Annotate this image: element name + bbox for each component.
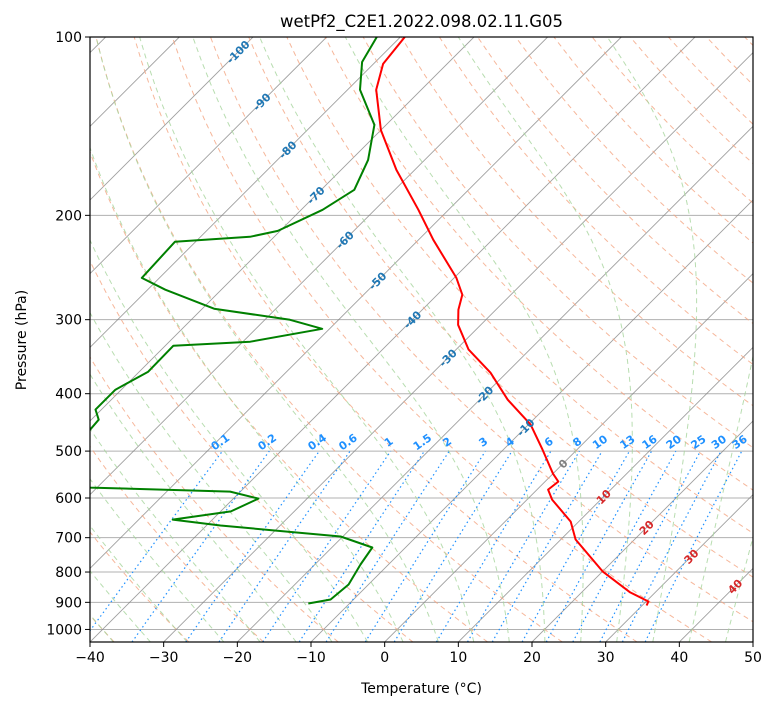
chart-title: wetPf2_C2E1.2022.098.02.11.G05	[280, 12, 563, 32]
background-lines	[90, 37, 775, 642]
temperature-profile	[375, 37, 650, 606]
mixing-ratio-line	[364, 450, 486, 642]
y-tick-label: 1000	[46, 622, 82, 638]
isotherm-line	[531, 420, 753, 642]
isotherm-line	[237, 125, 753, 642]
isotherm-line	[90, 37, 548, 496]
moist-adiabat-line	[344, 37, 584, 642]
x-tick-label: 40	[670, 650, 688, 666]
isotherm-line	[90, 37, 475, 422]
y-tick-label: 800	[55, 565, 82, 581]
x-tick-label: −40	[75, 650, 105, 666]
y-axis: 100 200 300 400 500 600 700 800 900 1000	[46, 30, 90, 638]
isotherm-line	[90, 37, 254, 201]
mixing-ratio-line	[262, 450, 392, 642]
y-tick-label: 100	[55, 30, 82, 46]
plot-frame	[89, 36, 754, 643]
x-tick-label: −30	[149, 650, 179, 666]
dry-adiabat-line	[133, 37, 638, 642]
y-tick-label: 700	[55, 531, 82, 547]
isotherm-line	[605, 494, 753, 642]
mixing-ratio-line	[218, 450, 351, 642]
profiles	[90, 37, 650, 606]
dry-adiabat-line	[95, 37, 563, 642]
dry-adiabat-line	[400, 37, 753, 407]
dry-adiabat-line	[171, 37, 712, 642]
dry-adiabat-line	[90, 531, 190, 642]
plot-background	[90, 37, 753, 642]
x-tick-label: 10	[449, 650, 467, 666]
moist-adiabat-line	[457, 37, 633, 642]
x-tick-label: 30	[597, 650, 615, 666]
mixing-ratio-line	[325, 450, 450, 642]
mixing-ratio-line	[298, 450, 425, 642]
y-tick-label: 600	[55, 491, 82, 507]
isotherm-line	[90, 37, 622, 569]
isotherm-line	[90, 37, 696, 642]
isotherm-line	[752, 641, 753, 642]
dry-adiabat-line	[515, 37, 753, 284]
mixing-ratio-line	[572, 450, 677, 642]
x-axis-title: Temperature (°C)	[360, 681, 482, 697]
y-tick-label: 400	[55, 387, 82, 403]
moist-adiabat-line	[90, 238, 369, 642]
isotherm-line	[163, 52, 753, 642]
x-tick-label: 20	[523, 650, 541, 666]
dry-adiabat-line	[90, 259, 414, 642]
dewpoint-profile	[90, 37, 378, 605]
mixing-ratio-line	[466, 450, 580, 642]
dry-adiabat-line	[438, 37, 753, 366]
moist-adiabat-line	[90, 373, 297, 642]
moist-adiabat-line	[90, 427, 261, 642]
x-axis: −40 −30 −20 −10 0 10 20 30 40 50	[75, 642, 762, 666]
x-tick-label: −20	[223, 650, 253, 666]
dry-adiabat-line	[90, 445, 264, 642]
y-tick-label: 500	[55, 444, 82, 460]
isotherm-line	[90, 37, 327, 275]
isotherm-line	[458, 346, 753, 642]
moist-adiabat-line	[90, 146, 404, 642]
dry-adiabat-line	[210, 37, 753, 623]
moist-adiabat-line	[139, 37, 475, 642]
mixing-ratio-line	[185, 450, 320, 642]
isotherm-line	[90, 37, 401, 348]
isotherm-line	[384, 273, 753, 642]
moist-adiabat-line	[606, 37, 698, 642]
dry-adiabat-line	[286, 37, 753, 534]
mixing-ratio-line	[599, 450, 702, 642]
x-tick-label: 50	[744, 650, 762, 666]
y-tick-label: 200	[55, 208, 82, 224]
moist-adiabat-line	[762, 37, 775, 642]
moist-adiabat-line	[192, 37, 510, 642]
moist-adiabat-line	[259, 37, 546, 642]
x-tick-label: −10	[296, 650, 326, 666]
y-tick-label: 300	[55, 313, 82, 329]
moist-adiabat-line	[95, 37, 439, 642]
x-tick-label: 0	[380, 650, 389, 666]
mixing-ratio-line	[435, 450, 552, 642]
y-axis-title: Pressure (hPa)	[14, 290, 30, 390]
dry-adiabat-line	[248, 37, 753, 578]
y-tick-label: 900	[55, 595, 82, 611]
mixing-ratio-line	[393, 450, 513, 642]
